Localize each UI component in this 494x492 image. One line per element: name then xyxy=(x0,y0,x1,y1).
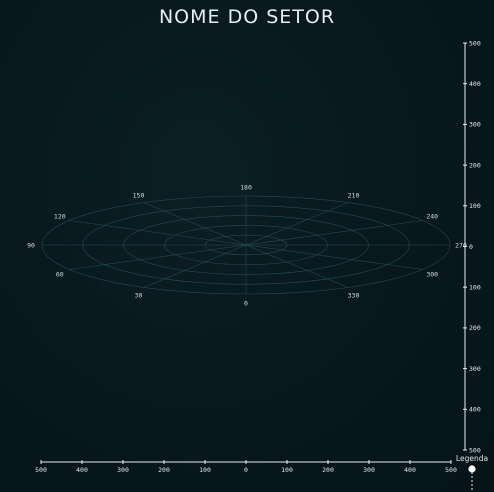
legend[interactable]: Legenda xyxy=(456,454,488,492)
y-tick-label: 0 xyxy=(469,243,473,251)
y-axis: 500 400 300 200 100 0 100 200 300 400 500 xyxy=(463,39,481,454)
y-tick-label: 500 xyxy=(469,446,481,454)
angle-label: 90 xyxy=(27,242,35,250)
angle-label: 30 xyxy=(135,292,143,300)
grid-spoke xyxy=(143,202,247,246)
polar-grid xyxy=(41,195,451,295)
grid-spoke xyxy=(245,220,423,246)
angle-label: 180 xyxy=(240,184,252,192)
x-axis: 500 400 300 200 100 0 100 200 300 400 500 xyxy=(35,460,457,474)
x-tick-label: 300 xyxy=(363,466,375,474)
angle-label: 210 xyxy=(348,191,360,199)
angle-labels: 0 30 60 90 120 150 180 210 240 270 300 330 xyxy=(27,184,467,308)
y-tick-label: 400 xyxy=(469,80,481,88)
legend-handle-icon[interactable] xyxy=(468,465,476,473)
angle-label: 270 xyxy=(455,242,467,250)
angle-label: 150 xyxy=(133,191,145,199)
y-tick-label: 500 xyxy=(469,39,481,47)
grid-spoke xyxy=(69,244,247,270)
angle-label: 330 xyxy=(348,292,360,300)
y-tick-label: 200 xyxy=(469,161,481,169)
grid-spoke xyxy=(245,244,423,270)
x-tick-label: 400 xyxy=(404,466,416,474)
x-tick-label: 200 xyxy=(322,466,334,474)
x-tick-label: 100 xyxy=(281,466,293,474)
x-tick-label: 0 xyxy=(244,466,248,474)
y-tick-label: 300 xyxy=(469,121,481,129)
x-tick-label: 500 xyxy=(445,466,457,474)
y-tick-label: 100 xyxy=(469,202,481,210)
y-tick-label: 300 xyxy=(469,365,481,373)
angle-label: 0 xyxy=(244,300,248,308)
angle-label: 60 xyxy=(56,271,64,279)
x-tick-label: 100 xyxy=(199,466,211,474)
angle-label: 300 xyxy=(426,271,438,279)
page-title: NOME DO SETOR xyxy=(158,6,336,28)
y-tick-label: 200 xyxy=(469,324,481,332)
grid-spoke xyxy=(245,202,349,246)
legend-label: Legenda xyxy=(456,454,488,463)
angle-label: 120 xyxy=(54,213,66,221)
grid-spoke xyxy=(245,244,349,288)
y-tick-label: 400 xyxy=(469,406,481,414)
grid-spoke xyxy=(69,220,247,246)
angle-label: 240 xyxy=(426,213,438,221)
x-tick-label: 500 xyxy=(35,466,47,474)
x-tick-label: 300 xyxy=(117,466,129,474)
grid-spoke xyxy=(143,244,247,288)
y-tick-label: 100 xyxy=(469,284,481,292)
x-tick-label: 200 xyxy=(158,466,170,474)
x-tick-label: 400 xyxy=(76,466,88,474)
